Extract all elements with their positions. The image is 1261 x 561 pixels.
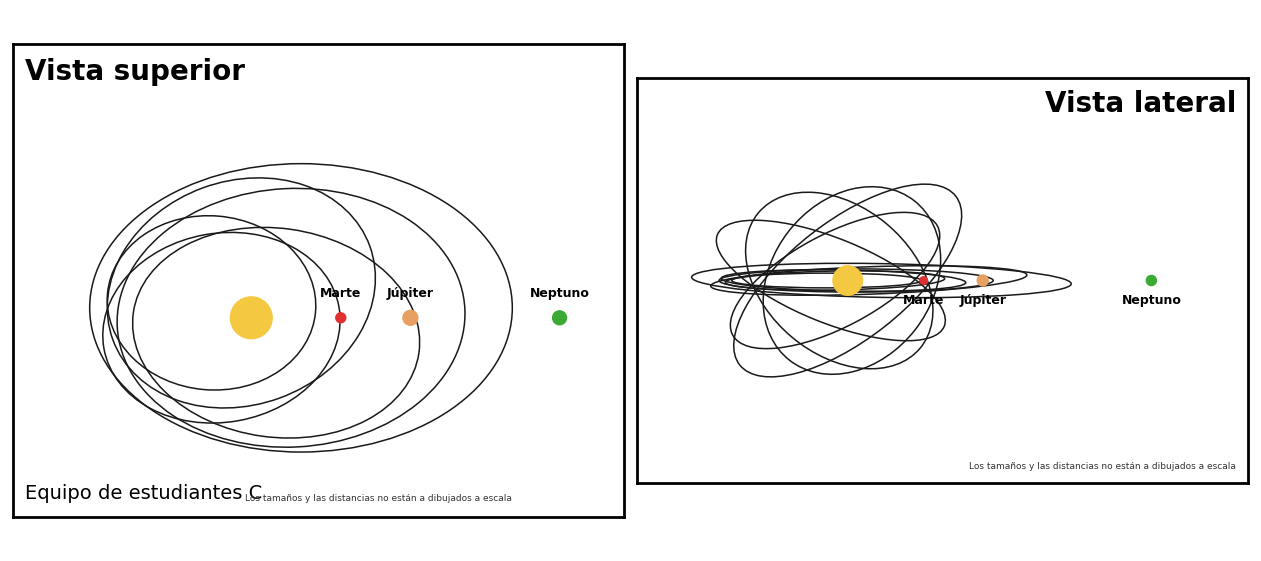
Text: Neptuno: Neptuno [530, 287, 589, 300]
Circle shape [335, 313, 346, 323]
Circle shape [977, 275, 989, 286]
Text: Júpiter: Júpiter [960, 294, 1006, 307]
Circle shape [231, 297, 272, 339]
Circle shape [404, 310, 417, 325]
Text: Marte: Marte [903, 294, 944, 307]
Circle shape [1146, 275, 1156, 286]
Text: Vista superior: Vista superior [25, 58, 245, 86]
Text: Los tamaños y las distancias no están a dibujados a escala: Los tamaños y las distancias no están a … [245, 494, 512, 503]
Text: Júpiter: Júpiter [387, 287, 434, 300]
Text: Los tamaños y las distancias no están a dibujados a escala: Los tamaños y las distancias no están a … [970, 462, 1236, 471]
Text: Marte: Marte [320, 287, 362, 300]
Text: Vista lateral: Vista lateral [1045, 90, 1236, 118]
Circle shape [834, 266, 863, 295]
Text: Equipo de estudiantes C: Equipo de estudiantes C [25, 484, 262, 503]
Circle shape [552, 311, 566, 325]
Text: Neptuno: Neptuno [1121, 294, 1182, 307]
Circle shape [919, 277, 927, 284]
